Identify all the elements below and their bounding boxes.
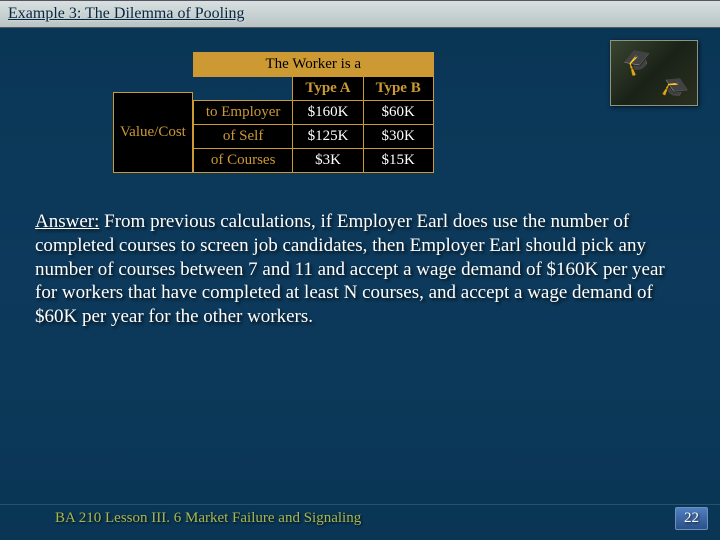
- table-row: of Courses $3K $15K: [193, 149, 433, 173]
- cell: $60K: [363, 101, 433, 125]
- answer-label: Answer:: [35, 211, 99, 232]
- row-label: of Courses: [193, 149, 293, 173]
- table-row: of Self $125K $30K: [193, 125, 433, 149]
- footer-bar: BA 210 Lesson III. 6 Market Failure and …: [0, 504, 720, 532]
- col-header-b: Type B: [363, 77, 433, 101]
- cell: $3K: [293, 149, 363, 173]
- answer-body: From previous calculations, if Employer …: [35, 211, 665, 327]
- row-label: of Self: [193, 125, 293, 149]
- table-header-span: The Worker is a: [193, 53, 433, 77]
- cell: $160K: [293, 101, 363, 125]
- cell: $30K: [363, 125, 433, 149]
- title-bar: Example 3: The Dilemma of Pooling: [0, 0, 720, 28]
- table-left-label: Value/Cost: [113, 92, 193, 173]
- cell: $125K: [293, 125, 363, 149]
- footer-text: BA 210 Lesson III. 6 Market Failure and …: [55, 510, 675, 527]
- row-label: to Employer: [193, 101, 293, 125]
- graduation-cap-image: [610, 40, 698, 106]
- answer-text: Answer: From previous calculations, if E…: [35, 210, 685, 329]
- slide-title: Example 3: The Dilemma of Pooling: [8, 5, 245, 23]
- table-row: to Employer $160K $60K: [193, 101, 433, 125]
- cell: $15K: [363, 149, 433, 173]
- value-cost-table: Value/Cost The Worker is a Type A Type B…: [113, 52, 434, 173]
- col-header-a: Type A: [293, 77, 363, 101]
- page-number: 22: [675, 507, 708, 530]
